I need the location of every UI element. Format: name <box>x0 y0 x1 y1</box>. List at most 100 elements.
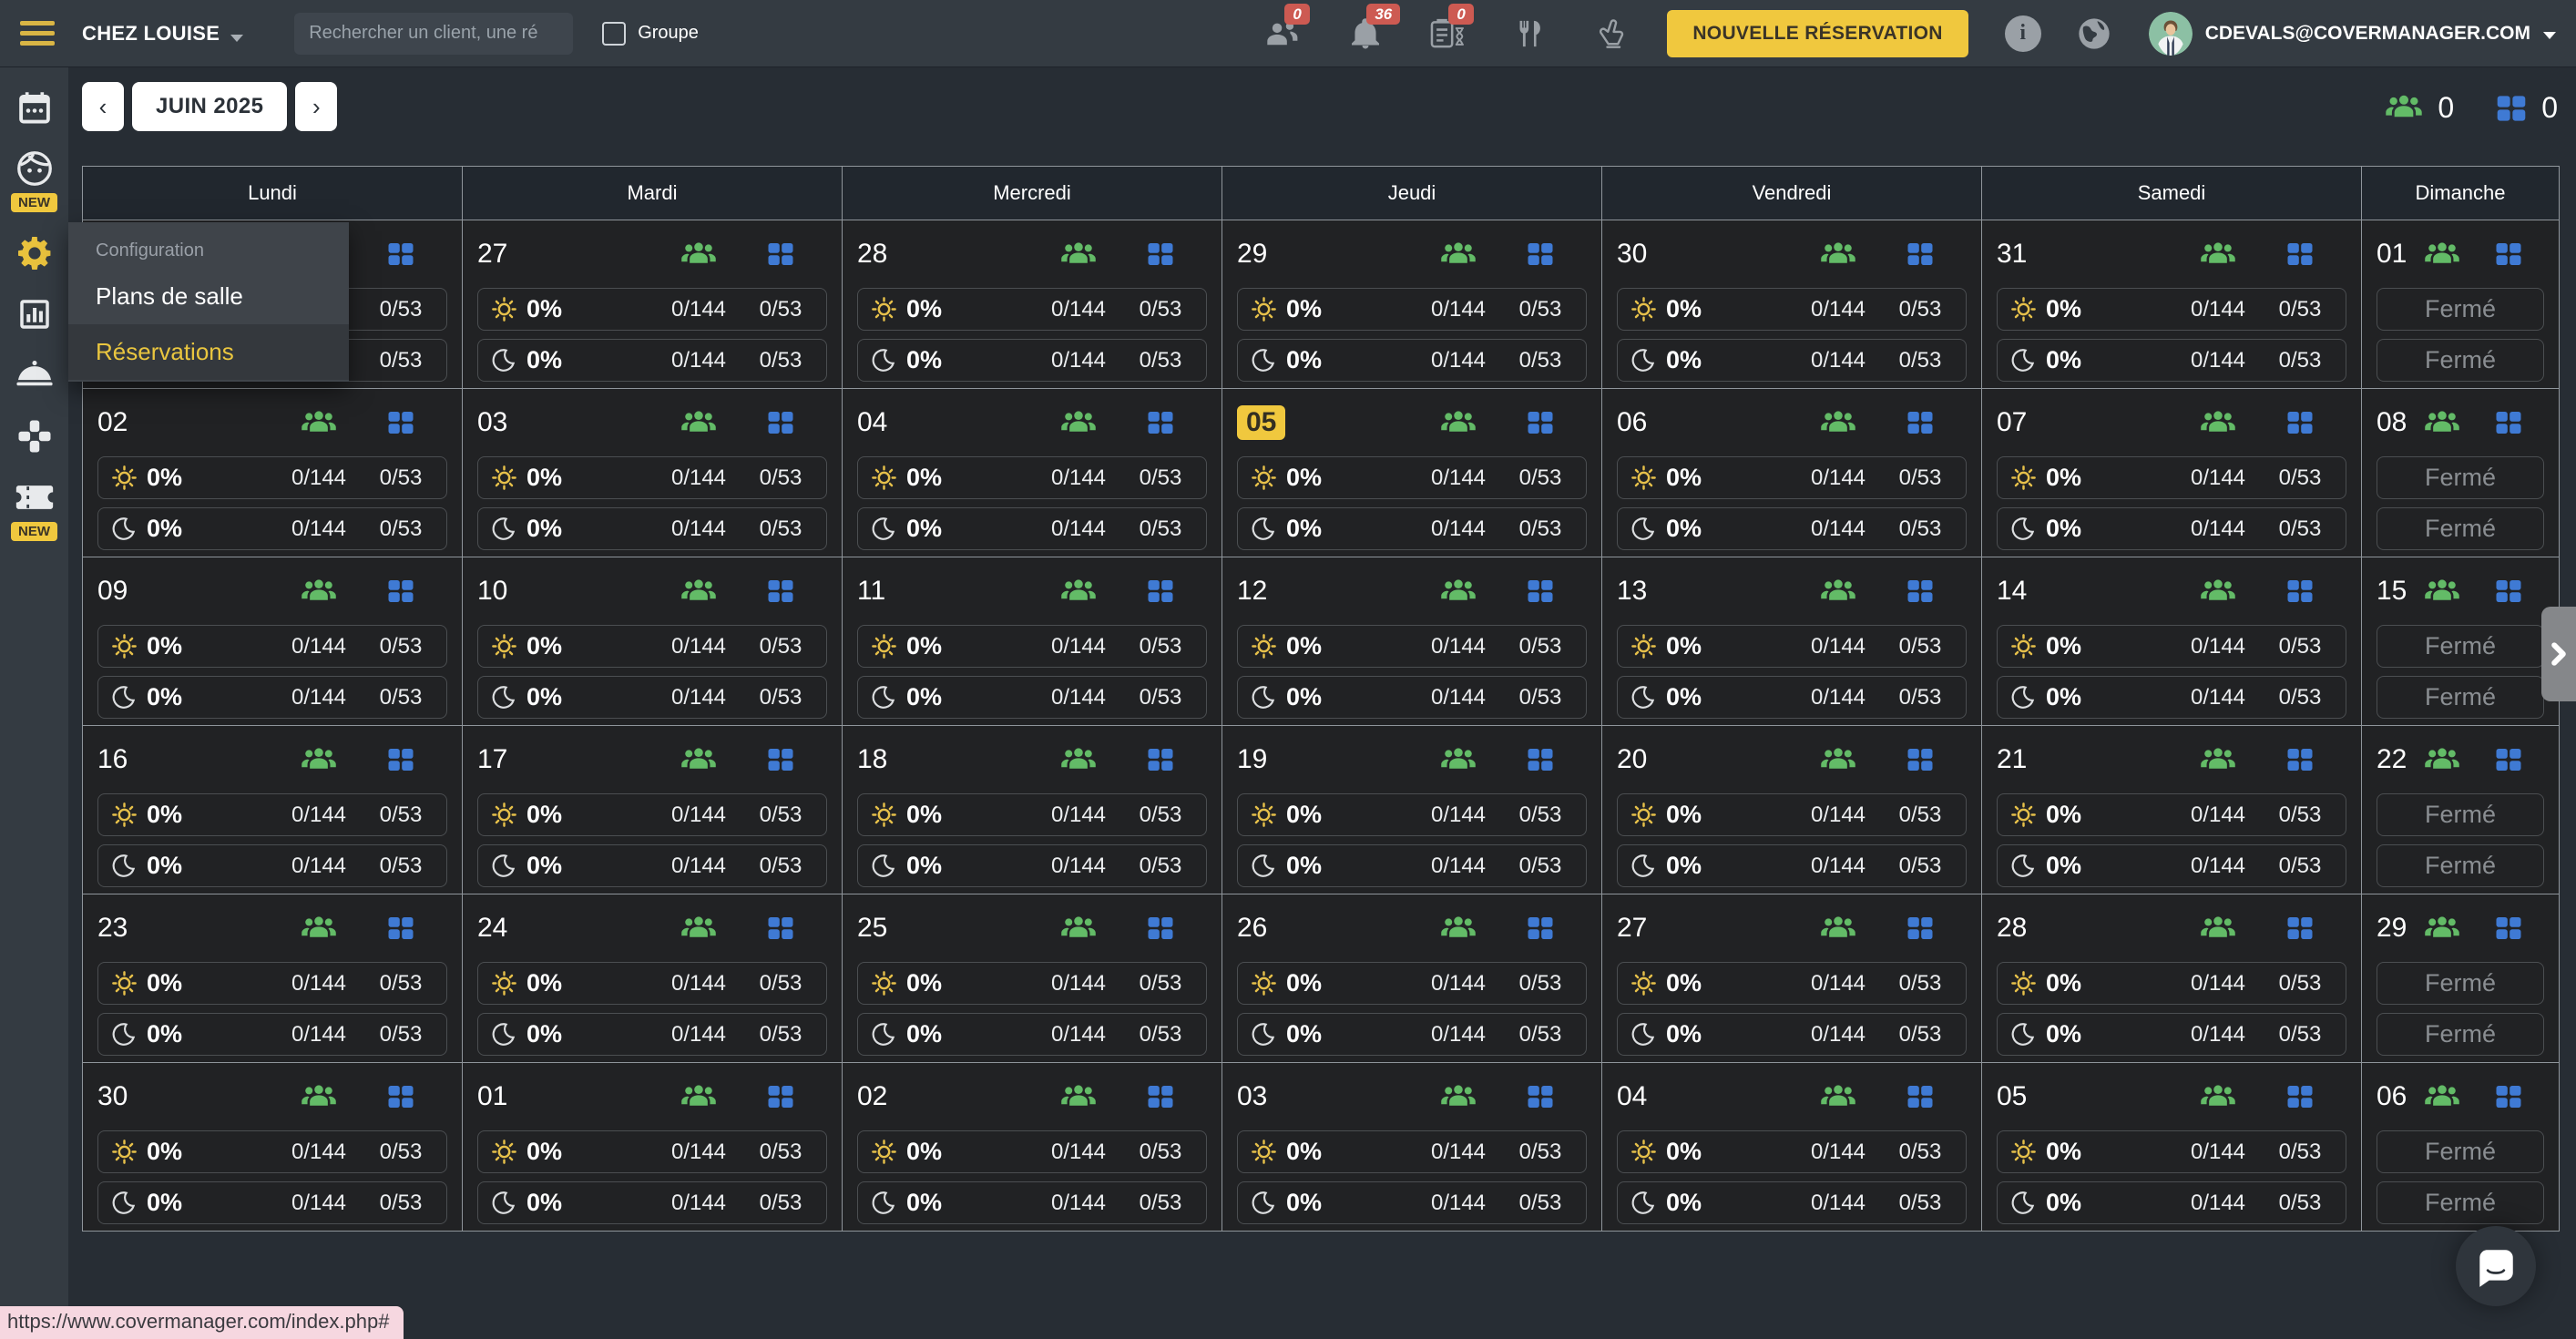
dinner-service-row[interactable]: 0% 0/144 0/53 <box>857 676 1207 719</box>
dinner-service-row[interactable]: 0% 0/144 0/53 <box>477 1013 827 1056</box>
new-reservation-button[interactable]: NOUVELLE RÉSERVATION <box>1667 10 1968 57</box>
lunch-service-row[interactable]: 0% 0/144 0/53 <box>1997 625 2346 668</box>
dinner-service-row[interactable]: 0% 0/144 0/53 <box>97 1181 447 1224</box>
lunch-service-row[interactable]: 0% 0/144 0/53 <box>477 456 827 499</box>
day-cell[interactable]: 28 0% 0/144 0/53 0% 0/144 0/53 <box>1982 894 2361 1062</box>
dinner-service-row[interactable]: 0% 0/144 0/53 <box>477 1181 827 1224</box>
day-cell[interactable]: 09 0% 0/144 0/53 0% 0/144 0/53 <box>83 557 462 725</box>
day-cell[interactable]: 18 0% 0/144 0/53 0% 0/144 0/53 <box>843 726 1222 894</box>
lunch-service-row[interactable]: 0% 0/144 0/53 <box>97 793 447 836</box>
lunch-service-row[interactable]: 0% 0/144 0/53 <box>1997 1130 2346 1173</box>
dinner-service-row[interactable]: 0% 0/144 0/53 <box>1617 844 1967 887</box>
dinner-service-row[interactable]: 0% 0/144 0/53 <box>1997 1013 2346 1056</box>
sidebar-item-calendar[interactable] <box>15 87 55 128</box>
chat-widget-button[interactable] <box>2456 1226 2536 1306</box>
dinner-service-row[interactable]: 0% 0/144 0/53 <box>477 676 827 719</box>
day-cell[interactable]: 05 0% 0/144 0/53 0% 0/144 0/53 <box>1222 389 1601 557</box>
lunch-service-row[interactable]: 0% 0/144 0/53 <box>1617 456 1967 499</box>
sidebar-item-statistics[interactable] <box>15 294 55 334</box>
day-cell[interactable]: 27 0% 0/144 0/53 0% 0/144 0/53 <box>463 220 842 388</box>
lunch-service-row[interactable]: 0% 0/144 0/53 <box>97 962 447 1005</box>
day-cell[interactable]: 19 0% 0/144 0/53 0% 0/144 0/53 <box>1222 726 1601 894</box>
day-cell[interactable]: 14 0% 0/144 0/53 0% 0/144 0/53 <box>1982 557 2361 725</box>
account-menu[interactable]: CDEVALS@COVERMANAGER.COM <box>2205 23 2556 45</box>
lunch-service-row[interactable]: 0% 0/144 0/53 <box>477 793 827 836</box>
lunch-service-row[interactable]: 0% 0/144 0/53 <box>1237 962 1587 1005</box>
lunch-service-row[interactable]: 0% 0/144 0/53 <box>1237 793 1587 836</box>
current-month-button[interactable]: JUIN 2025 <box>132 82 287 131</box>
notifications-bell-icon[interactable]: 36 <box>1346 15 1385 53</box>
info-icon[interactable]: i <box>2005 15 2041 52</box>
next-month-button[interactable]: › <box>295 82 337 131</box>
dinner-service-row[interactable]: 0% 0/144 0/53 <box>477 844 827 887</box>
lunch-service-row[interactable]: 0% 0/144 0/53 <box>1237 1130 1587 1173</box>
sidebar-item-vouchers[interactable]: NEW <box>11 477 57 541</box>
waitlist-icon[interactable]: 0 <box>1428 15 1467 53</box>
lunch-service-row[interactable]: 0% 0/144 0/53 <box>1237 456 1587 499</box>
dinner-service-row[interactable]: 0% 0/144 0/53 <box>1237 844 1587 887</box>
day-cell[interactable]: 16 0% 0/144 0/53 0% 0/144 0/53 <box>83 726 462 894</box>
dinner-service-row[interactable]: 0% 0/144 0/53 <box>97 676 447 719</box>
group-checkbox[interactable]: Groupe <box>602 22 699 46</box>
lunch-service-row[interactable]: 0% 0/144 0/53 <box>97 456 447 499</box>
menu-item-reservations[interactable]: Réservations <box>68 324 349 380</box>
dinner-service-row[interactable]: 0% 0/144 0/53 <box>477 339 827 382</box>
day-cell[interactable]: 25 0% 0/144 0/53 0% 0/144 0/53 <box>843 894 1222 1062</box>
lunch-service-row[interactable]: 0% 0/144 0/53 <box>97 1130 447 1173</box>
dinner-service-row[interactable]: 0% 0/144 0/53 <box>857 844 1207 887</box>
day-cell[interactable]: 22 Fermé Fermé <box>2362 726 2559 894</box>
avatar[interactable] <box>2149 12 2193 56</box>
day-cell[interactable]: 02 0% 0/144 0/53 0% 0/144 0/53 <box>843 1063 1222 1231</box>
dinner-service-row[interactable]: 0% 0/144 0/53 <box>1997 507 2346 550</box>
day-cell[interactable]: 02 0% 0/144 0/53 0% 0/144 0/53 <box>83 389 462 557</box>
menu-item-plans-de-salle[interactable]: Plans de salle <box>68 269 349 324</box>
day-cell[interactable]: 21 0% 0/144 0/53 0% 0/144 0/53 <box>1982 726 2361 894</box>
dinner-service-row[interactable]: 0% 0/144 0/53 <box>1617 507 1967 550</box>
lunch-service-row[interactable]: 0% 0/144 0/53 <box>1617 288 1967 331</box>
lunch-service-row[interactable]: 0% 0/144 0/53 <box>1997 793 2346 836</box>
day-cell[interactable]: 06 0% 0/144 0/53 0% 0/144 0/53 <box>1602 389 1981 557</box>
sidebar-item-apps[interactable] <box>15 416 55 456</box>
dinner-service-row[interactable]: 0% 0/144 0/53 <box>1237 339 1587 382</box>
day-cell[interactable]: 05 0% 0/144 0/53 0% 0/144 0/53 <box>1982 1063 2361 1231</box>
dinner-service-row[interactable]: 0% 0/144 0/53 <box>1237 1013 1587 1056</box>
lunch-service-row[interactable]: 0% 0/144 0/53 <box>97 625 447 668</box>
day-cell[interactable]: 17 0% 0/144 0/53 0% 0/144 0/53 <box>463 726 842 894</box>
day-cell[interactable]: 24 0% 0/144 0/53 0% 0/144 0/53 <box>463 894 842 1062</box>
day-cell[interactable]: 31 0% 0/144 0/53 0% 0/144 0/53 <box>1982 220 2361 388</box>
dinner-service-row[interactable]: 0% 0/144 0/53 <box>477 507 827 550</box>
day-cell[interactable]: 01 Fermé Fermé <box>2362 220 2559 388</box>
dinner-service-row[interactable]: 0% 0/144 0/53 <box>1617 676 1967 719</box>
day-cell[interactable]: 27 0% 0/144 0/53 0% 0/144 0/53 <box>1602 894 1981 1062</box>
day-cell[interactable]: 08 Fermé Fermé <box>2362 389 2559 557</box>
search-input[interactable] <box>294 13 573 55</box>
lunch-service-row[interactable]: 0% 0/144 0/53 <box>857 625 1207 668</box>
day-cell[interactable]: 23 0% 0/144 0/53 0% 0/144 0/53 <box>83 894 462 1062</box>
lunch-service-row[interactable]: 0% 0/144 0/53 <box>1237 288 1587 331</box>
sidebar-item-configuration[interactable] <box>15 233 55 273</box>
day-cell[interactable]: 20 0% 0/144 0/53 0% 0/144 0/53 <box>1602 726 1981 894</box>
sidebar-item-diners[interactable]: NEW <box>11 148 57 212</box>
day-cell[interactable]: 06 Fermé Fermé <box>2362 1063 2559 1231</box>
day-cell[interactable]: 13 0% 0/144 0/53 0% 0/144 0/53 <box>1602 557 1981 725</box>
dinner-service-row[interactable]: 0% 0/144 0/53 <box>1237 1181 1587 1224</box>
day-cell[interactable]: 29 0% 0/144 0/53 0% 0/144 0/53 <box>1222 220 1601 388</box>
lunch-service-row[interactable]: 0% 0/144 0/53 <box>477 288 827 331</box>
day-cell[interactable]: 04 0% 0/144 0/53 0% 0/144 0/53 <box>1602 1063 1981 1231</box>
lunch-service-row[interactable]: 0% 0/144 0/53 <box>1997 288 2346 331</box>
dinner-service-row[interactable]: 0% 0/144 0/53 <box>97 507 447 550</box>
dinner-service-row[interactable]: 0% 0/144 0/53 <box>1617 1013 1967 1056</box>
dinner-service-row[interactable]: 0% 0/144 0/53 <box>1997 339 2346 382</box>
dinner-service-row[interactable]: 0% 0/144 0/53 <box>1617 339 1967 382</box>
day-cell[interactable]: 04 0% 0/144 0/53 0% 0/144 0/53 <box>843 389 1222 557</box>
prev-month-button[interactable]: ‹ <box>82 82 124 131</box>
dinner-service-row[interactable]: 0% 0/144 0/53 <box>857 1181 1207 1224</box>
day-cell[interactable]: 03 0% 0/144 0/53 0% 0/144 0/53 <box>463 389 842 557</box>
day-cell[interactable]: 01 0% 0/144 0/53 0% 0/144 0/53 <box>463 1063 842 1231</box>
dinner-service-row[interactable]: 0% 0/144 0/53 <box>1237 507 1587 550</box>
day-cell[interactable]: 11 0% 0/144 0/53 0% 0/144 0/53 <box>843 557 1222 725</box>
restaurant-utensils-icon[interactable] <box>1510 15 1549 53</box>
day-cell[interactable]: 15 Fermé Fermé <box>2362 557 2559 725</box>
dinner-service-row[interactable]: 0% 0/144 0/53 <box>1997 676 2346 719</box>
day-cell[interactable]: 10 0% 0/144 0/53 0% 0/144 0/53 <box>463 557 842 725</box>
